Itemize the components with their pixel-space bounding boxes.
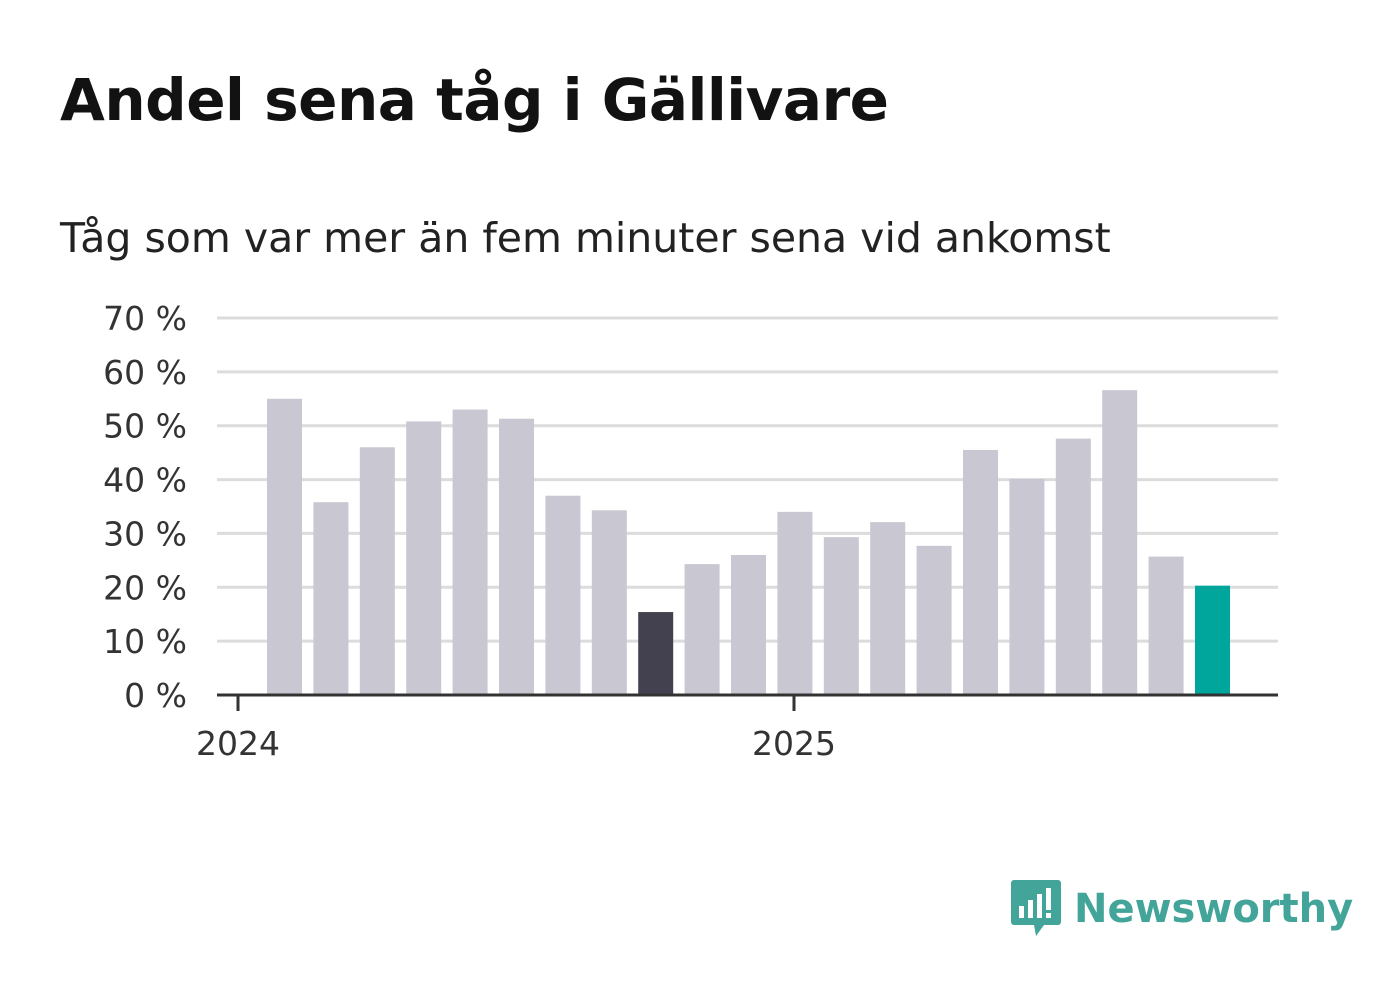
- y-tick-label: 60 %: [103, 353, 187, 392]
- bar-2025-03: [916, 545, 952, 695]
- bar-2025-04: [963, 449, 998, 695]
- y-tick-label: 0 %: [124, 676, 187, 715]
- bar-2025-09: [1195, 585, 1230, 695]
- bar-2024-07: [545, 495, 581, 695]
- y-tick-label: 50 %: [103, 407, 187, 446]
- bar-2024-10: [684, 564, 720, 695]
- y-tick-label: 20 %: [103, 568, 187, 607]
- brand-name: Newsworthy: [1074, 886, 1354, 932]
- bar-2025-05: [1009, 479, 1045, 695]
- y-axis-labels: 0 % 10 % 20 % 30 % 40 % 50 % 60 % 70 %: [103, 299, 187, 715]
- bar-2025-07: [1102, 390, 1138, 695]
- bar-2025-08: [1148, 556, 1184, 695]
- bar-2024-02: [313, 502, 349, 695]
- bar-2024-06: [499, 418, 534, 695]
- x-tick-label: 2025: [752, 724, 836, 763]
- bar-2024-08: [591, 510, 627, 695]
- bar-2024-01: [267, 398, 302, 695]
- bar-2024-09: [638, 612, 674, 695]
- bar-chart-speech-bubble-icon: [1011, 880, 1061, 936]
- chart-subtitle: Tåg som var mer än fem minuter sena vid …: [60, 214, 1111, 262]
- bar-2024-05: [452, 409, 488, 695]
- x-tick-label: 2024: [196, 724, 280, 763]
- brand-logo: Newsworthy: [1010, 878, 1353, 940]
- y-tick-label: 40 %: [103, 461, 187, 500]
- y-tick-label: 70 %: [103, 299, 187, 338]
- bar-2024-11: [731, 554, 766, 695]
- chart-title: Andel sena tåg i Gällivare: [60, 66, 889, 134]
- bar-2025-06: [1055, 438, 1091, 695]
- bar-chart: 0 % 10 % 20 % 30 % 40 % 50 % 60 % 70 % 2024 2025: [103, 299, 1278, 763]
- y-tick-label: 30 %: [103, 514, 187, 553]
- bars: [267, 390, 1230, 695]
- y-tick-label: 10 %: [103, 622, 187, 661]
- x-axis: 2024 2025: [196, 693, 1278, 763]
- bar-2024-04: [406, 421, 442, 695]
- bar-2025-01: [823, 537, 859, 695]
- bar-2025-02: [870, 522, 906, 695]
- bar-2024-03: [359, 447, 395, 695]
- bar-2024-12: [777, 511, 813, 695]
